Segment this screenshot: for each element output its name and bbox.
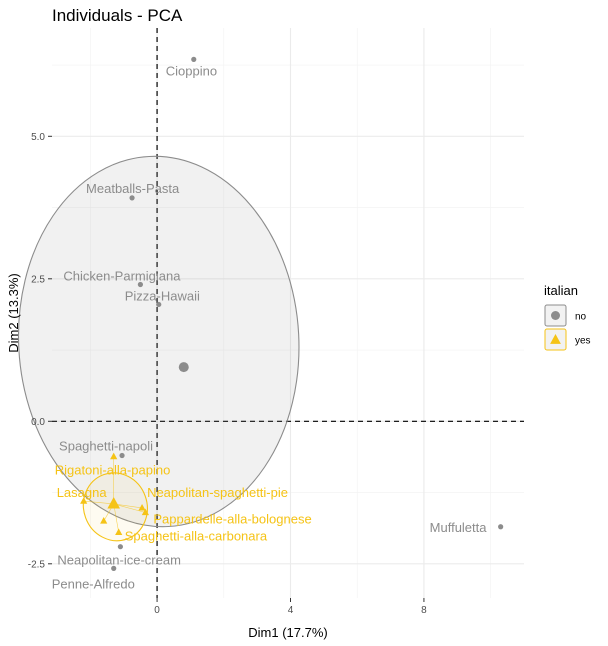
x-tick-label: 8	[421, 605, 427, 616]
point-pappardelle-alla-bolognese	[141, 508, 149, 516]
label-penne-alfredo: Penne-Alfredo	[52, 576, 135, 591]
point-unlabeled	[100, 517, 108, 524]
point-cioppino	[191, 56, 197, 62]
label-spaghetti-napoli: Spaghetti-napoli	[59, 439, 153, 454]
label-cioppino: Cioppino	[166, 63, 217, 78]
chart-title: Individuals - PCA	[52, 6, 183, 25]
label-neapolitan-spaghetti-pie: Neapolitan-spaghetti-pie	[147, 485, 288, 500]
label-spaghetti-alla-carbonara: Spaghetti-alla-carbonara	[125, 528, 268, 543]
legend-triangle-icon	[550, 334, 561, 344]
point-meatballs-pasta	[129, 195, 135, 201]
legend: italian no yes	[544, 283, 591, 351]
label-pappardelle-alla-bolognese: Pappardelle-alla-bolognese	[153, 512, 311, 527]
label-lasagna: Lasagna	[57, 485, 108, 500]
x-axis-title: Dim1 (17.7%)	[248, 625, 327, 640]
y-tick-label: 0.0	[31, 417, 45, 428]
spoke-line	[83, 500, 114, 505]
y-axis-title: Dim2 (13.3%)	[6, 273, 21, 352]
point-spaghetti-alla-carbonara	[115, 528, 123, 536]
legend-title: italian	[544, 283, 578, 298]
point-labels: Cioppino Meatballs-Pasta Chicken-Parmigian…	[52, 63, 488, 591]
point-neapolitan-spaghetti-pie	[138, 503, 146, 511]
point-pizza-hawaii	[156, 301, 162, 308]
legend-label-yes: yes	[575, 336, 591, 347]
point-neapolitan-ice-cream	[117, 544, 123, 550]
label-neapolitan-ice-cream: Neapolitan-ice-cream	[57, 553, 181, 568]
label-meatballs-pasta: Meatballs-Pasta	[86, 181, 180, 196]
legend-circle-icon	[551, 311, 560, 320]
point-penne-alfredo	[111, 565, 117, 571]
y-tick-label: -2.5	[28, 559, 46, 570]
point-lasagna	[80, 497, 88, 504]
point-muffuletta	[498, 524, 504, 530]
no-ellipse	[17, 155, 300, 528]
axes: 0 4 8 5.0 2.5 0.0 -2.5	[28, 132, 427, 616]
x-tick-label: 4	[288, 605, 294, 616]
spoke-line	[113, 503, 146, 513]
y-tick-label: 5.0	[31, 132, 45, 143]
x-tick-label: 0	[154, 605, 160, 616]
no-centroid	[178, 362, 189, 373]
plot-panel	[52, 28, 524, 598]
data-points	[80, 56, 504, 571]
spoke-line	[113, 503, 120, 533]
yes-centroid	[107, 496, 121, 509]
reference-lines	[52, 28, 524, 598]
label-muffuletta: Muffuletta	[430, 520, 488, 535]
point-spaghetti-napoli	[119, 452, 125, 459]
point-chicken-parmigiana	[137, 281, 143, 288]
legend-label-no: no	[575, 312, 587, 323]
label-pizza-hawaii: Pizza-Hawaii	[125, 288, 200, 303]
label-chicken-parmigiana: Chicken-Parmigiana	[63, 269, 181, 284]
y-tick-label: 2.5	[31, 274, 45, 285]
label-rigatoni-alla-papino: Rigatoni-alla-papino	[55, 463, 171, 478]
spoke-line	[113, 503, 143, 509]
point-rigatoni-alla-papino	[110, 452, 118, 460]
